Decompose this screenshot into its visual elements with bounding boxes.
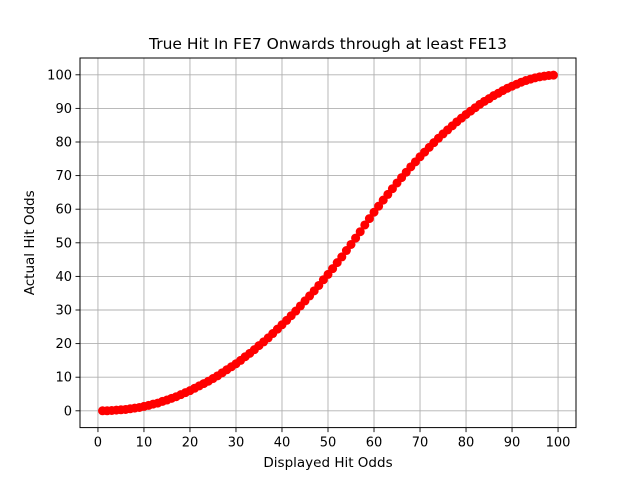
data-point: [346, 239, 356, 249]
data-point: [364, 214, 374, 224]
x-axis-label: Displayed Hit Odds: [263, 455, 392, 471]
x-tick-label: 30: [228, 436, 245, 451]
data-point: [355, 227, 365, 237]
y-tick-label: 60: [55, 203, 72, 218]
x-tick-label: 50: [320, 436, 337, 451]
data-point: [351, 233, 361, 243]
x-tick-label: 40: [274, 436, 291, 451]
x-tick-label: 70: [412, 436, 429, 451]
data-point: [337, 252, 347, 262]
y-tick-label: 20: [55, 337, 72, 352]
x-tick-label: 60: [366, 436, 383, 451]
x-tick-label: 80: [458, 436, 475, 451]
y-tick-label: 100: [47, 68, 72, 83]
x-tick-label: 90: [504, 436, 521, 451]
data-markers: [98, 70, 558, 416]
y-tick-label: 80: [55, 136, 72, 151]
y-tick-label: 0: [64, 404, 72, 419]
data-point: [360, 220, 370, 230]
y-tick-label: 10: [55, 371, 72, 386]
y-tick-label: 90: [55, 102, 72, 117]
grid: [80, 58, 576, 428]
x-tick-label: 0: [94, 436, 102, 451]
x-tick-label: 20: [182, 436, 199, 451]
x-tick-label: 100: [546, 436, 571, 451]
chart-title: True Hit In FE7 Onwards through at least…: [148, 35, 507, 53]
y-axis-label: Actual Hit Odds: [22, 190, 38, 295]
axis-ticks: 0 10 20 30 40 50 60 70 80 90 100 0 10 20 30 40 50 60 70 80 9…: [47, 68, 570, 450]
y-tick-label: 30: [55, 304, 72, 319]
y-tick-label: 70: [55, 169, 72, 184]
x-tick-label: 10: [136, 436, 153, 451]
data-point: [548, 70, 558, 80]
y-tick-label: 50: [55, 236, 72, 251]
y-tick-label: 40: [55, 270, 72, 285]
